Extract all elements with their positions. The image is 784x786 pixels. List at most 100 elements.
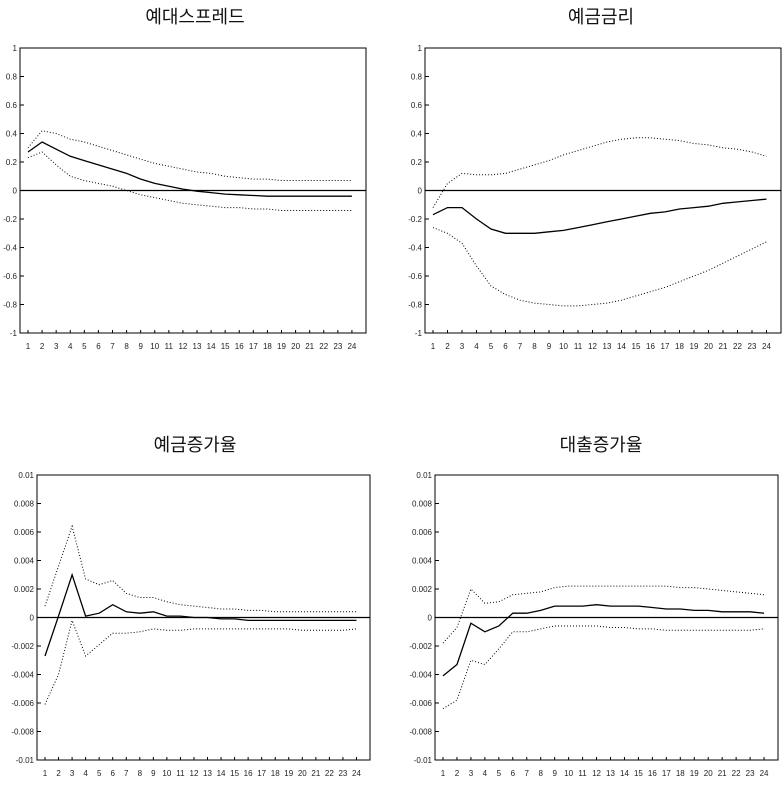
x-tick-label: 5	[489, 342, 494, 351]
x-tick-label: 16	[648, 769, 657, 778]
y-tick-label: -0.6	[3, 272, 17, 281]
y-tick-label: -0.8	[408, 301, 422, 310]
x-tick-label: 9	[547, 342, 552, 351]
y-tick-label: -0.8	[3, 301, 17, 310]
y-tick-label: -0.2	[408, 215, 422, 224]
y-tick-label: 0.8	[411, 73, 423, 82]
y-tick-label: 0.4	[6, 130, 18, 139]
y-tick-label: 0.01	[18, 471, 34, 480]
x-tick-label: 17	[662, 769, 671, 778]
x-tick-label: 10	[559, 342, 568, 351]
impulse-response-line	[27, 141, 352, 197]
y-tick-label: 0.002	[14, 585, 35, 594]
y-tick-label: -0.01	[414, 756, 433, 765]
confidence-band-line	[442, 585, 765, 644]
x-tick-label: 1	[26, 342, 31, 351]
x-tick-label: 19	[690, 342, 699, 351]
y-tick-label: -0.008	[409, 728, 432, 737]
x-tick-label: 15	[221, 342, 230, 351]
chart-title: 대출증가율	[560, 435, 643, 456]
x-tick-label: 12	[178, 342, 187, 351]
x-tick-label: 13	[603, 342, 612, 351]
confidence-band-line	[27, 151, 352, 211]
x-tick-label: 16	[646, 342, 655, 351]
y-tick-label: -0.002	[11, 642, 34, 651]
x-tick-label: 21	[311, 769, 320, 778]
x-tick-label: 14	[620, 769, 629, 778]
y-tick-label: 0	[418, 187, 423, 196]
x-tick-label: 4	[483, 769, 488, 778]
x-tick-label: 3	[70, 769, 75, 778]
x-tick-label: 24	[760, 769, 769, 778]
x-tick-label: 20	[704, 769, 713, 778]
x-tick-label: 6	[110, 769, 115, 778]
x-tick-label: 12	[190, 769, 199, 778]
x-tick-label: 6	[503, 342, 508, 351]
confidence-band-line	[27, 130, 352, 181]
x-tick-label: 2	[445, 342, 450, 351]
impulse-response-line	[432, 198, 767, 234]
x-tick-label: 3	[54, 342, 59, 351]
x-tick-label: 23	[746, 769, 755, 778]
impulse-response-line	[442, 604, 765, 677]
x-tick-label: 16	[235, 342, 244, 351]
x-tick-label: 1	[441, 769, 446, 778]
x-tick-label: 10	[162, 769, 171, 778]
chart-title: 예금증가율	[154, 435, 237, 456]
confidence-band-line	[442, 625, 765, 710]
y-tick-label: 1	[13, 44, 18, 53]
x-tick-label: 19	[690, 769, 699, 778]
x-tick-label: 17	[257, 769, 266, 778]
x-tick-label: 1	[43, 769, 48, 778]
y-tick-label: 0.008	[412, 500, 433, 509]
x-tick-label: 18	[676, 769, 685, 778]
y-tick-label: -0.01	[16, 756, 35, 765]
y-tick-label: 0.2	[6, 158, 18, 167]
y-tick-label: 0.01	[416, 471, 432, 480]
x-tick-label: 12	[588, 342, 597, 351]
x-tick-label: 20	[298, 769, 307, 778]
x-tick-label: 2	[40, 342, 45, 351]
y-tick-label: 0	[13, 187, 18, 196]
chart-panel-3: 예금증가율 0.01 0.008 0.006 0.004 0.002 0 -0.002 -0.0…	[11, 435, 371, 778]
y-tick-label: 0.006	[14, 528, 35, 537]
x-tick-label: 11	[176, 769, 185, 778]
x-tick-label: 8	[538, 769, 543, 778]
x-tick-label: 4	[474, 342, 479, 351]
x-tick-label: 15	[634, 769, 643, 778]
chart-title: 예금금리	[568, 7, 634, 28]
x-tick-label: 22	[732, 769, 741, 778]
x-tick-label: 5	[97, 769, 102, 778]
x-tick-label: 17	[249, 342, 258, 351]
x-tick-label: 3	[469, 769, 474, 778]
x-tick-label: 7	[518, 342, 523, 351]
x-tick-label: 9	[138, 342, 143, 351]
y-tick-label: 1	[418, 44, 423, 53]
x-tick-label: 10	[564, 769, 573, 778]
x-tick-label: 20	[291, 342, 300, 351]
x-tick-label: 16	[244, 769, 253, 778]
confidence-band-line	[432, 227, 767, 307]
x-tick-label: 21	[305, 342, 314, 351]
x-tick-label: 24	[352, 769, 361, 778]
x-tick-label: 22	[319, 342, 328, 351]
y-tick-label: 0	[428, 614, 433, 623]
x-tick-label: 14	[617, 342, 626, 351]
x-tick-label: 13	[606, 769, 615, 778]
x-tick-label: 20	[704, 342, 713, 351]
y-tick-label: -0.6	[408, 272, 422, 281]
x-tick-label: 8	[124, 342, 129, 351]
x-tick-label: 3	[460, 342, 465, 351]
x-tick-label: 10	[150, 342, 159, 351]
y-tick-label: 0.6	[411, 101, 423, 110]
impulse-response-line	[44, 572, 357, 657]
y-tick-label: -0.4	[408, 244, 422, 253]
x-tick-label: 7	[525, 769, 530, 778]
x-tick-label: 14	[207, 342, 216, 351]
x-tick-label: 23	[338, 769, 347, 778]
x-tick-label: 4	[83, 769, 88, 778]
y-tick-label: -0.008	[11, 728, 34, 737]
x-tick-label: 8	[532, 342, 537, 351]
